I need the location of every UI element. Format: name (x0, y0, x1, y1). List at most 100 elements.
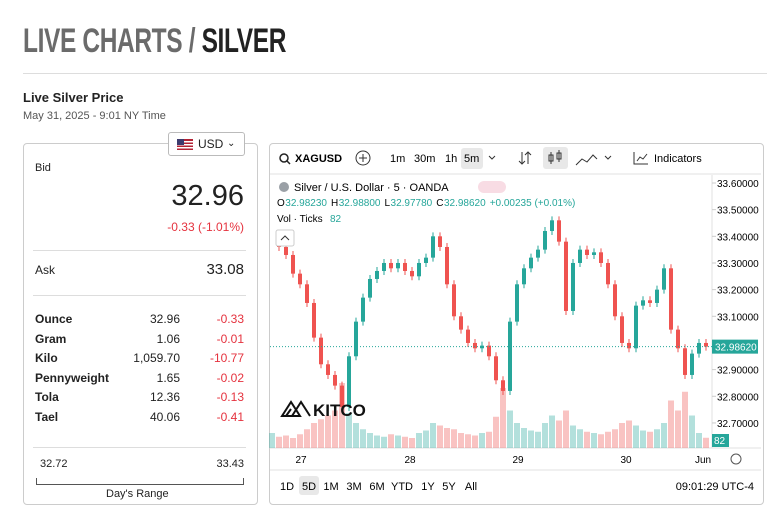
candle-body (557, 220, 561, 242)
volume-bar (542, 423, 548, 448)
indicators[interactable]: Indicators (654, 153, 702, 165)
time-label: 30 (620, 455, 632, 466)
candle-body (333, 374, 337, 386)
flag (177, 139, 193, 150)
volume-bar (563, 410, 569, 448)
candle-body (501, 380, 505, 391)
volume-bar (304, 429, 310, 448)
ask-price: 33.08 (206, 261, 244, 278)
range-low: 32.72 (40, 458, 68, 470)
candle-body (529, 257, 533, 269)
volume-bar (654, 429, 660, 448)
search-icon[interactable] (279, 153, 289, 163)
volume-bar (696, 433, 702, 448)
candle-body (620, 316, 624, 343)
chart-type-active[interactable] (543, 147, 568, 169)
unit-change: -0.01 (216, 331, 244, 346)
ohlc-value: 32.98230 (285, 198, 327, 209)
dropdown-icon[interactable] (488, 155, 496, 160)
candle-body (417, 262, 421, 277)
candle-body (480, 345, 484, 349)
volume-bar (395, 435, 401, 448)
interval[interactable]: 30m (414, 153, 435, 165)
interval[interactable]: 5m (464, 153, 479, 165)
bid-label: Bid (35, 162, 51, 174)
volume-bar (381, 436, 387, 448)
candle-body (683, 348, 687, 375)
settings-icon[interactable] (730, 453, 742, 465)
volume-bar (325, 415, 331, 448)
interval[interactable]: 1h (445, 153, 457, 165)
unit-row: Tola 12.36 -0.13 (35, 390, 244, 406)
candle-body (648, 300, 652, 303)
range-button[interactable]: 1M (323, 481, 338, 493)
price-tick-label: 32.90000 (717, 366, 759, 377)
indicators-icon[interactable] (633, 152, 648, 165)
volume-bar (276, 436, 282, 448)
volume-bar (549, 415, 555, 448)
symbol[interactable]: XAGUSD (295, 153, 342, 165)
candle-body (340, 385, 344, 407)
range-high: 33.43 (216, 458, 244, 470)
candle-body (473, 342, 477, 349)
ohlc-value: 32.97780 (391, 198, 433, 209)
candle-icon (548, 150, 562, 164)
unit-name: Tola (35, 390, 59, 405)
range-button[interactable]: 3M (346, 481, 361, 493)
range-button[interactable]: 1Y (421, 481, 435, 493)
time-label: Jun (695, 455, 711, 466)
currency-select[interactable]: USD ⌄ (168, 132, 245, 156)
volume-bar (619, 423, 625, 448)
range-button[interactable]: 1D (280, 481, 294, 493)
volume-bar (318, 419, 324, 448)
candle-body (592, 252, 596, 255)
volume-bar (479, 433, 485, 448)
range-button[interactable]: 5Y (442, 481, 456, 493)
unit-change: -0.02 (216, 370, 244, 385)
price-tick-label: 33.60000 (717, 179, 759, 190)
unit-row: Pennyweight 1.65 -0.02 (35, 371, 244, 387)
collapse-button[interactable] (275, 229, 295, 247)
volume-bar (472, 435, 478, 448)
search-icon (286, 160, 291, 165)
sort-icon[interactable] (518, 151, 532, 165)
interval[interactable]: 1m (390, 153, 405, 165)
ohlc-key: H (331, 198, 338, 209)
volume-bar (591, 433, 597, 448)
area-icon[interactable] (575, 154, 598, 166)
range-button[interactable]: YTD (391, 481, 413, 493)
currency: USD (198, 137, 224, 151)
volume-bar (577, 429, 583, 448)
price-tick-label: 33.30000 (717, 259, 759, 270)
candle-body (634, 305, 638, 349)
title-prefix: LIVE CHARTS / (23, 22, 196, 60)
dropdown-icon[interactable] (604, 155, 612, 160)
unit-name: Gram (35, 331, 67, 346)
time-label: 28 (404, 455, 416, 466)
candle-body (704, 342, 708, 347)
range-button[interactable]: 6M (369, 481, 384, 493)
compare-button[interactable] (355, 150, 371, 166)
candle-body (550, 220, 554, 231)
divider (33, 250, 246, 251)
candle-body (361, 297, 365, 322)
collapse-icon (280, 235, 290, 241)
candle-body (536, 249, 540, 258)
bid-price: 32.96 (171, 180, 244, 212)
unit-row: Kilo 1,059.70 -10.77 (35, 351, 244, 367)
range-button[interactable]: 5D (302, 481, 316, 493)
volume-bar (311, 423, 317, 448)
volume-bar (584, 431, 590, 448)
candle-body (585, 249, 589, 255)
divider (23, 73, 767, 74)
volume-bar (661, 423, 667, 448)
volume-box (712, 434, 729, 447)
volume-label: Vol · Ticks (277, 214, 323, 225)
range-button[interactable]: All (465, 481, 477, 493)
volume-bar (339, 383, 345, 448)
candle-body (298, 273, 302, 285)
kitco-logo (280, 400, 311, 417)
symbol-logo (279, 182, 289, 192)
candle-body (641, 300, 645, 306)
candle-body (319, 337, 323, 365)
